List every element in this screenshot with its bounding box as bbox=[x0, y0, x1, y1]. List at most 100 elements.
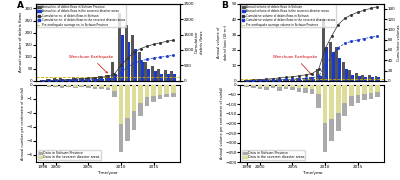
Bar bbox=[244, 85, 249, 87]
Legend: Data in Sichuan Province, Data in the severest disaster areas: Data in Sichuan Province, Data in the se… bbox=[38, 150, 101, 160]
Bar bbox=[368, 75, 371, 81]
Bar bbox=[284, 85, 288, 87]
Bar bbox=[167, 74, 170, 81]
Bar bbox=[80, 85, 84, 87]
Bar bbox=[66, 79, 69, 81]
Bar bbox=[375, 85, 380, 93]
Bar bbox=[371, 77, 374, 81]
Bar bbox=[258, 85, 262, 89]
Text: A: A bbox=[17, 1, 24, 10]
Bar bbox=[264, 79, 266, 81]
Bar bbox=[345, 69, 348, 81]
Bar bbox=[280, 80, 282, 81]
Bar bbox=[349, 85, 354, 106]
Bar bbox=[119, 85, 123, 124]
Y-axis label: Annual volume per centimetre of rainfall: Annual volume per centimetre of rainfall bbox=[220, 87, 224, 159]
Bar bbox=[164, 70, 167, 81]
Bar bbox=[250, 80, 253, 81]
Bar bbox=[151, 66, 154, 81]
Bar bbox=[66, 85, 71, 87]
Bar bbox=[132, 85, 136, 111]
Bar bbox=[290, 79, 292, 81]
Bar bbox=[158, 85, 162, 99]
Bar bbox=[112, 85, 117, 97]
Bar bbox=[105, 75, 108, 81]
Bar bbox=[92, 76, 95, 81]
Bar bbox=[253, 80, 256, 81]
Bar bbox=[277, 85, 282, 87]
Bar bbox=[316, 85, 321, 108]
Bar bbox=[303, 78, 306, 81]
Bar bbox=[114, 74, 117, 81]
Bar bbox=[316, 85, 321, 94]
Bar bbox=[257, 79, 260, 81]
Bar bbox=[297, 85, 301, 92]
Bar bbox=[273, 80, 276, 81]
Bar bbox=[40, 80, 42, 81]
Bar bbox=[299, 80, 302, 81]
Bar bbox=[72, 77, 75, 81]
Bar bbox=[92, 85, 97, 87]
Bar bbox=[303, 85, 308, 88]
Bar bbox=[121, 35, 124, 81]
Bar bbox=[244, 80, 247, 81]
Bar bbox=[99, 85, 104, 89]
Bar bbox=[151, 85, 156, 102]
Legend: Annual no. of debris flows in Sichuan Province, Annual no. of debris flows in th: Annual no. of debris flows in Sichuan Pr… bbox=[36, 4, 126, 28]
Text: B: B bbox=[222, 1, 228, 10]
Legend: Annual volume of debris flows in Sichuan, Annual volume of debris flows in the s: Annual volume of debris flows in Sichuan… bbox=[241, 4, 336, 28]
Bar bbox=[312, 79, 315, 81]
Bar bbox=[147, 69, 150, 81]
Bar bbox=[88, 80, 91, 81]
Bar bbox=[95, 79, 98, 81]
Bar bbox=[277, 85, 282, 91]
Bar bbox=[276, 78, 280, 81]
Bar bbox=[362, 85, 367, 94]
Bar bbox=[53, 85, 58, 87]
Bar bbox=[128, 42, 130, 81]
Bar bbox=[251, 85, 256, 86]
Bar bbox=[284, 85, 288, 89]
Y-axis label: Annual number of debris flows: Annual number of debris flows bbox=[19, 12, 23, 72]
Bar bbox=[49, 80, 52, 81]
Bar bbox=[125, 85, 130, 118]
Bar bbox=[310, 85, 314, 89]
Bar bbox=[266, 80, 269, 81]
Bar bbox=[151, 85, 156, 96]
Bar bbox=[85, 78, 88, 81]
Bar bbox=[164, 85, 169, 97]
Bar bbox=[351, 75, 354, 81]
Bar bbox=[290, 85, 295, 90]
Bar bbox=[309, 77, 312, 81]
Bar bbox=[132, 85, 136, 130]
Bar bbox=[356, 85, 360, 103]
Bar bbox=[92, 85, 97, 89]
Bar bbox=[42, 80, 46, 81]
Bar bbox=[336, 85, 340, 113]
Bar bbox=[60, 85, 64, 87]
Bar bbox=[106, 85, 110, 87]
Bar bbox=[119, 85, 123, 152]
Legend: Data in Sichuan Province, Data in the severest disaster areas: Data in Sichuan Province, Data in the se… bbox=[242, 150, 305, 160]
Bar bbox=[290, 85, 295, 87]
Bar bbox=[270, 80, 273, 81]
Bar bbox=[73, 85, 78, 88]
Y-axis label: Cumulative volumes
(10$^7$m$^3$): Cumulative volumes (10$^7$m$^3$) bbox=[397, 24, 400, 60]
Bar bbox=[283, 79, 286, 81]
Bar bbox=[369, 85, 373, 99]
Bar bbox=[286, 80, 289, 81]
Bar bbox=[306, 80, 308, 81]
Bar bbox=[348, 70, 351, 81]
Bar bbox=[316, 69, 319, 81]
Bar bbox=[118, 13, 121, 81]
Bar bbox=[124, 25, 128, 81]
Bar bbox=[292, 80, 296, 81]
Bar bbox=[349, 85, 354, 96]
Bar bbox=[296, 78, 299, 81]
Bar bbox=[145, 85, 150, 97]
Bar bbox=[154, 71, 156, 81]
Bar bbox=[310, 85, 314, 94]
Y-axis label: Annual volume of
debris flows (10$^7$m$^3$): Annual volume of debris flows (10$^7$m$^… bbox=[218, 23, 230, 61]
Bar bbox=[138, 85, 143, 103]
Bar bbox=[131, 35, 134, 81]
